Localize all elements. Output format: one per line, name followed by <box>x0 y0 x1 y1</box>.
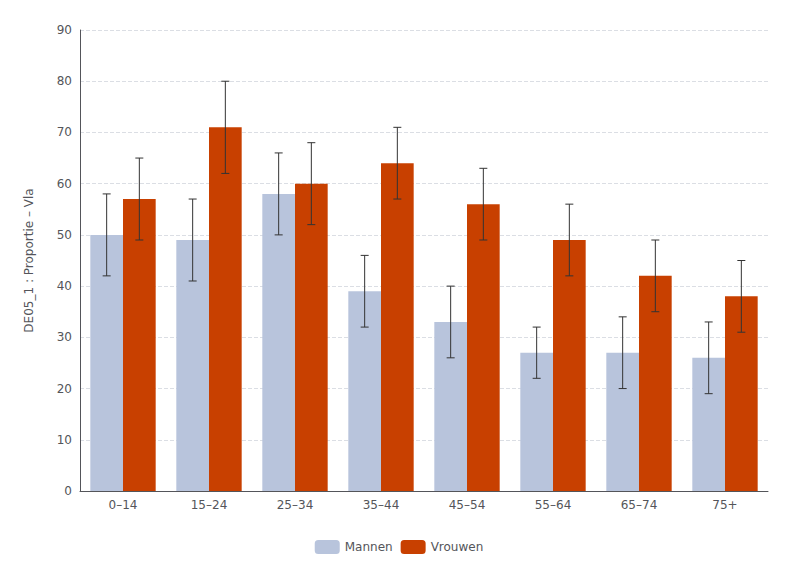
svg-text:55–64: 55–64 <box>535 498 572 512</box>
svg-text:20: 20 <box>57 382 72 396</box>
svg-text:50: 50 <box>57 228 72 242</box>
svg-text:45–54: 45–54 <box>449 498 486 512</box>
svg-text:10: 10 <box>57 433 72 447</box>
svg-text:25–34: 25–34 <box>277 498 314 512</box>
svg-text:30: 30 <box>57 330 72 344</box>
svg-text:0–14: 0–14 <box>109 498 138 512</box>
svg-text:65–74: 65–74 <box>621 498 658 512</box>
svg-text:70: 70 <box>57 125 72 139</box>
svg-text:0: 0 <box>64 484 72 498</box>
svg-text:35–44: 35–44 <box>363 498 400 512</box>
svg-text:40: 40 <box>57 279 72 293</box>
svg-text:75+: 75+ <box>712 498 737 512</box>
svg-text:80: 80 <box>57 74 72 88</box>
svg-text:DE05_1 : Proportie – Vla: DE05_1 : Proportie – Vla <box>22 188 36 332</box>
svg-text:90: 90 <box>57 23 72 37</box>
svg-text:15–24: 15–24 <box>191 498 228 512</box>
svg-text:Vrouwen: Vrouwen <box>431 540 484 554</box>
svg-text:Mannen: Mannen <box>345 540 393 554</box>
svg-text:60: 60 <box>57 177 72 191</box>
